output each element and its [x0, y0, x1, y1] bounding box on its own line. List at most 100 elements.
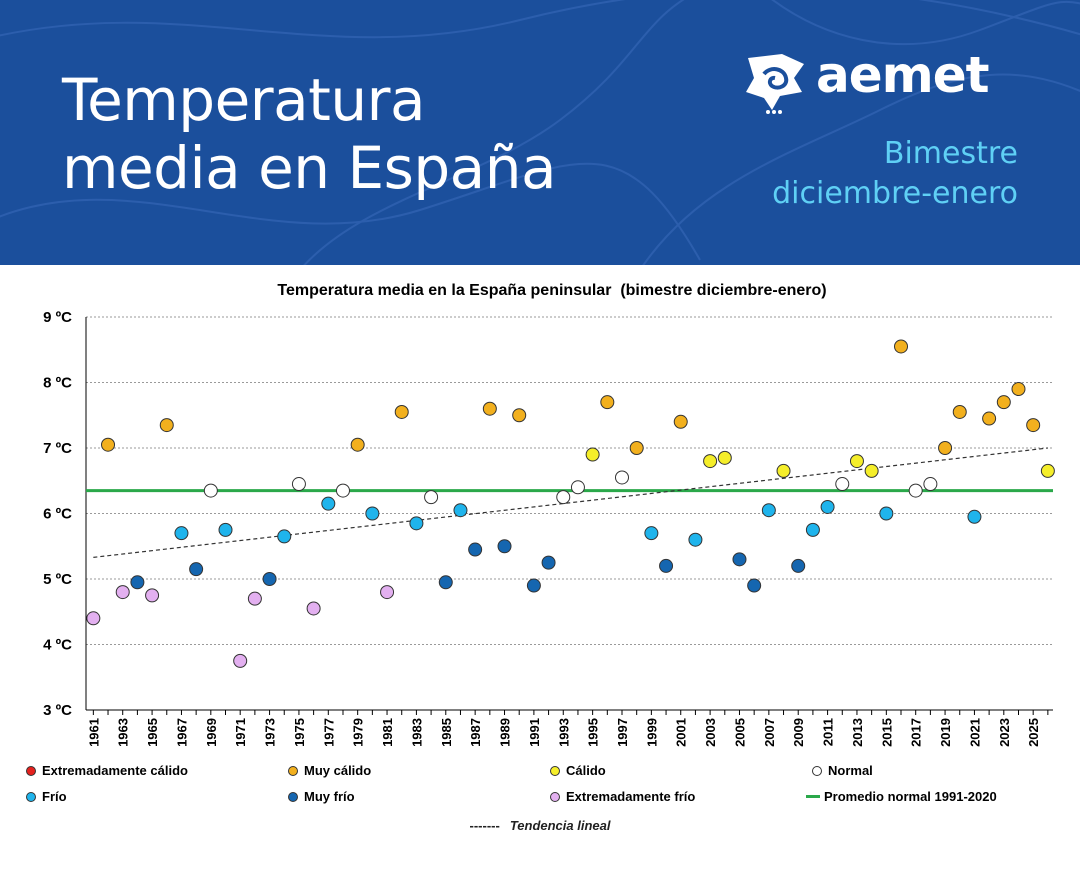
- x-tick-label: 2007: [762, 718, 777, 747]
- data-point-1981: [380, 585, 395, 600]
- data-point-1996: [600, 395, 615, 410]
- legend-marker: [26, 792, 36, 802]
- x-tick-label: 1985: [439, 718, 454, 747]
- x-tick-label: 2013: [850, 718, 865, 747]
- data-point-1969: [203, 483, 218, 498]
- x-tick-label: 1973: [263, 718, 278, 747]
- data-point-1990: [512, 408, 527, 423]
- x-tick-label: 1967: [174, 718, 189, 747]
- legend-trend-label: Tendencia lineal: [509, 818, 611, 833]
- legend-trend: ------- Tendencia lineal: [0, 818, 1080, 833]
- data-point-1989: [497, 539, 512, 554]
- data-point-1994: [570, 480, 585, 495]
- x-tick-label: 1977: [321, 718, 336, 747]
- chart-title: Temperatura media en la España peninsula…: [277, 282, 827, 299]
- x-tick-label: 1983: [409, 718, 424, 747]
- legend-label: Frío: [42, 789, 67, 804]
- data-point-2011: [820, 499, 835, 514]
- x-tick-label: 1981: [380, 718, 395, 747]
- data-point-2020: [952, 404, 967, 419]
- legend-item-ec: Extremadamente cálido: [26, 762, 188, 780]
- data-point-2017: [908, 483, 923, 498]
- x-tick-label: 1963: [116, 718, 131, 747]
- data-point-2005: [732, 552, 747, 567]
- data-point-1965: [145, 588, 160, 603]
- data-point-1964: [130, 575, 145, 590]
- y-tick-label: 4 ºC: [43, 637, 72, 654]
- legend-marker: [812, 766, 822, 776]
- x-tick-label: 2009: [791, 718, 806, 747]
- x-tick-label: 2015: [879, 718, 894, 747]
- data-point-2019: [938, 441, 953, 455]
- x-tick-label: 2011: [821, 718, 836, 746]
- data-point-1982: [394, 404, 409, 419]
- legend-marker: [288, 792, 298, 802]
- data-point-2009: [791, 558, 806, 573]
- x-tick-label: 1995: [586, 718, 601, 747]
- legend-label: Cálido: [566, 763, 606, 778]
- period-subtitle: Bimestre diciembre-enero: [772, 136, 1018, 211]
- data-point-2001: [673, 414, 688, 429]
- data-point-2014: [864, 463, 879, 478]
- data-point-1966: [159, 418, 174, 433]
- legend-marker: [550, 766, 560, 776]
- data-point-1967: [174, 526, 189, 541]
- data-point-2007: [761, 503, 776, 518]
- legend-marker: [288, 766, 298, 776]
- data-point-2002: [688, 532, 703, 547]
- data-point-1980: [365, 506, 380, 521]
- data-point-2015: [879, 506, 894, 521]
- x-tick-label: 1987: [468, 718, 483, 747]
- data-point-2025: [1026, 418, 1041, 433]
- legend-label: Muy cálido: [304, 763, 372, 778]
- x-tick-label: 2021: [967, 718, 982, 747]
- x-tick-label: 2023: [997, 718, 1012, 747]
- data-point-2004: [717, 450, 732, 465]
- data-point-1999: [644, 526, 659, 541]
- data-point-1973: [262, 572, 277, 586]
- y-tick-label: 5 ºC: [43, 571, 72, 588]
- x-tick-label: 1971: [233, 718, 248, 747]
- x-tick-label: 2025: [1026, 718, 1041, 747]
- data-point-1979: [350, 437, 365, 452]
- x-tick-label: 1997: [615, 718, 630, 747]
- legend-marker: [26, 766, 36, 776]
- legend-label: Promedio normal 1991-2020: [824, 789, 997, 804]
- x-tick-label: 2003: [703, 718, 718, 747]
- x-tick-label: 2019: [938, 718, 953, 747]
- data-point-1962: [101, 437, 116, 452]
- data-point-1974: [277, 529, 292, 544]
- x-tick-label: 1999: [644, 718, 659, 747]
- data-point-2016: [894, 339, 909, 354]
- brand-name: aemet: [816, 46, 990, 104]
- data-point-1978: [335, 483, 350, 498]
- data-point-1977: [321, 496, 336, 511]
- x-tick-label: 1969: [204, 718, 219, 747]
- data-point-1985: [438, 575, 453, 590]
- aemet-logo: aemet: [742, 46, 1032, 118]
- data-point-1998: [629, 441, 644, 455]
- data-point-2021: [967, 509, 982, 524]
- data-point-1975: [291, 477, 306, 492]
- x-tick-label: 1991: [527, 718, 542, 747]
- legend-item-c: Cálido: [550, 762, 606, 780]
- x-tick-label: 1989: [498, 718, 513, 747]
- legend-label: Normal: [828, 763, 873, 778]
- x-tick-label: 2005: [732, 718, 747, 747]
- data-point-2013: [849, 454, 864, 469]
- page-title: Temperatura media en España: [62, 66, 557, 202]
- y-tick-label: 7 ºC: [43, 440, 72, 457]
- legend-item-n: Normal: [812, 762, 873, 780]
- data-point-2010: [805, 522, 820, 537]
- data-point-1972: [247, 591, 262, 606]
- trend-dash-symbol: -------: [469, 818, 500, 833]
- legend-item-f: Frío: [26, 788, 67, 806]
- legend-item-normal-average: Promedio normal 1991-2020: [806, 788, 997, 806]
- y-tick-label: 3 ºC: [43, 702, 72, 719]
- legend-line-marker: [806, 795, 820, 798]
- x-tick-label: 1975: [292, 718, 307, 747]
- wave-decoration: [0, 0, 1080, 265]
- legend-item-mf: Muy frío: [288, 788, 355, 806]
- data-point-2008: [776, 463, 791, 478]
- x-tick-label: 1979: [351, 718, 366, 747]
